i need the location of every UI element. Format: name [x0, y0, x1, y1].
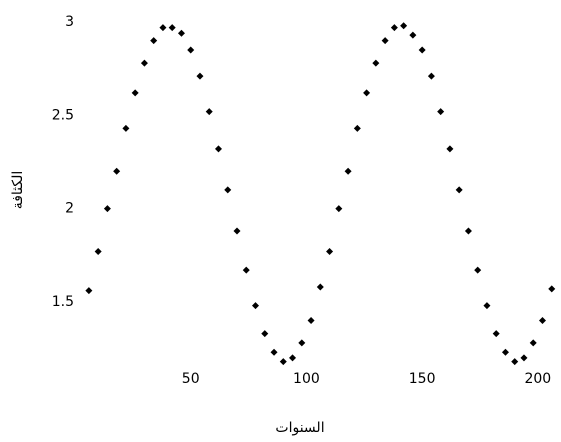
point [196, 72, 204, 80]
point [353, 124, 361, 132]
point [159, 24, 167, 32]
point [483, 302, 491, 310]
x-axis-title: السنوات [275, 420, 324, 436]
point [113, 167, 121, 175]
point [205, 108, 213, 116]
point [224, 186, 232, 194]
point [252, 302, 260, 310]
point [233, 227, 241, 235]
point [335, 205, 343, 213]
y-tick-label: 2 [65, 201, 74, 217]
point [501, 348, 509, 356]
point [400, 22, 408, 30]
y-axis-title: الكثافة [10, 171, 26, 210]
point [381, 37, 389, 45]
point [298, 339, 306, 347]
point [140, 59, 148, 67]
point [464, 227, 472, 235]
y-tick-label: 2.5 [52, 107, 74, 123]
point [316, 283, 324, 291]
x-tick-label: 100 [293, 371, 320, 387]
point [390, 24, 398, 32]
point [85, 287, 93, 295]
point [261, 330, 269, 338]
x-tick-label: 50 [182, 371, 200, 387]
point [131, 89, 139, 97]
point [94, 248, 102, 256]
point [538, 317, 546, 325]
point [307, 317, 315, 325]
point [289, 354, 297, 362]
point [363, 89, 371, 97]
point [344, 167, 352, 175]
point [242, 266, 250, 274]
point [520, 354, 528, 362]
point [529, 339, 537, 347]
point [168, 24, 176, 32]
point [122, 124, 130, 132]
point [326, 248, 334, 256]
point [409, 31, 417, 39]
point [279, 358, 287, 366]
y-tick-label: 1.5 [52, 294, 74, 310]
point [446, 145, 454, 153]
point [103, 205, 111, 213]
point [455, 186, 463, 194]
point [548, 285, 556, 293]
point [437, 108, 445, 116]
point [474, 266, 482, 274]
point [214, 145, 222, 153]
point [418, 46, 426, 54]
point [150, 37, 158, 45]
y-tick-label: 3 [65, 14, 74, 30]
point [187, 46, 195, 54]
point [427, 72, 435, 80]
point [492, 330, 500, 338]
x-tick-label: 150 [409, 371, 436, 387]
point [372, 59, 380, 67]
x-tick-label: 200 [524, 371, 551, 387]
point [270, 348, 278, 356]
point [177, 29, 185, 37]
point [511, 358, 519, 366]
